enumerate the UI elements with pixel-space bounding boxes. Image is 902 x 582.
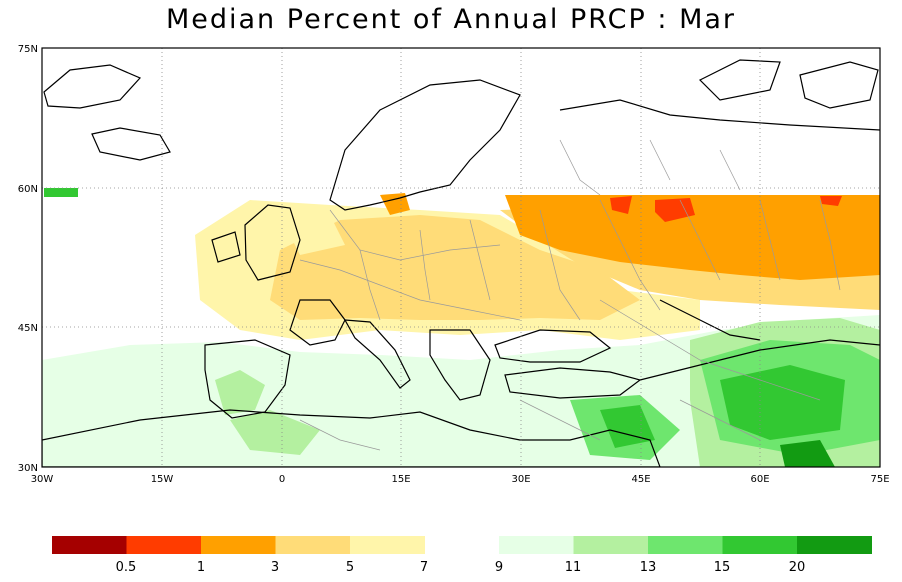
colorbar-label: 5 — [346, 560, 354, 575]
shade-green-60n — [44, 188, 78, 197]
colorbar-label: 13 — [640, 560, 657, 575]
colorbar-swatch — [201, 536, 276, 554]
shade-yellow-europe — [270, 215, 640, 320]
colorbar-swatch — [499, 536, 574, 554]
colorbar-label: 1 — [197, 560, 205, 575]
shade-pale-yellow-atlantic — [285, 215, 345, 255]
x-tick-label: 30E — [511, 474, 530, 485]
coastlines — [42, 59, 880, 467]
colorbar-swatch — [275, 536, 351, 554]
colorbar-swatch — [648, 536, 723, 554]
x-tick-label: 30W — [31, 474, 54, 485]
plot-frame — [41, 47, 881, 468]
y-tick-label: 75N — [18, 44, 38, 55]
x-tick-label: 60E — [750, 474, 769, 485]
political-borders — [299, 139, 841, 451]
x-tick-label: 75E — [870, 474, 889, 485]
shade-green-iberia — [215, 370, 265, 415]
x-tick-label: 0 — [279, 474, 285, 485]
x-axis-ticks: 30W 15W 0 15E 30E 45E 60E 75E — [31, 474, 890, 485]
colorbar-label: 0.5 — [116, 560, 137, 575]
map-title: Median Percent of Annual PRCP : Mar — [165, 4, 737, 35]
shade-red-russia-3 — [820, 196, 842, 206]
shade-orange-scandinavia — [380, 193, 410, 215]
colorbar-label: 11 — [565, 560, 582, 575]
y-tick-label: 30N — [18, 463, 38, 474]
x-tick-label: 45E — [631, 474, 650, 485]
shade-green-africa — [230, 410, 320, 455]
y-tick-label: 60N — [18, 184, 38, 195]
colorbar-swatch — [797, 536, 872, 554]
y-tick-label: 45N — [18, 323, 38, 334]
colorbar-swatch — [52, 536, 127, 554]
colorbar-label: 20 — [789, 560, 806, 575]
x-tick-label: 15E — [391, 474, 410, 485]
colorbar-swatch — [350, 536, 425, 554]
y-axis-ticks: 75N 60N 45N 30N — [18, 44, 38, 474]
colorbar-legend — [52, 536, 872, 554]
colorbar-label: 15 — [714, 560, 731, 575]
colorbar-swatch — [573, 536, 649, 554]
colorbar-label: 7 — [420, 560, 428, 575]
colorbar-label: 3 — [271, 560, 279, 575]
colorbar-swatch — [722, 536, 798, 554]
shade-orange-russia — [505, 195, 880, 280]
colorbar-swatch — [126, 536, 202, 554]
shade-red-russia-1 — [610, 196, 632, 214]
colorbar-labels: 0.5 1 3 5 7 9 11 13 15 20 — [116, 560, 806, 575]
shade-darkest-green-east — [780, 440, 835, 467]
map-field — [42, 48, 880, 467]
x-tick-label: 15W — [151, 474, 174, 485]
shade-dark-green-east — [720, 365, 845, 440]
shade-red-russia-2 — [655, 198, 695, 222]
colorbar-label: 9 — [495, 560, 503, 575]
